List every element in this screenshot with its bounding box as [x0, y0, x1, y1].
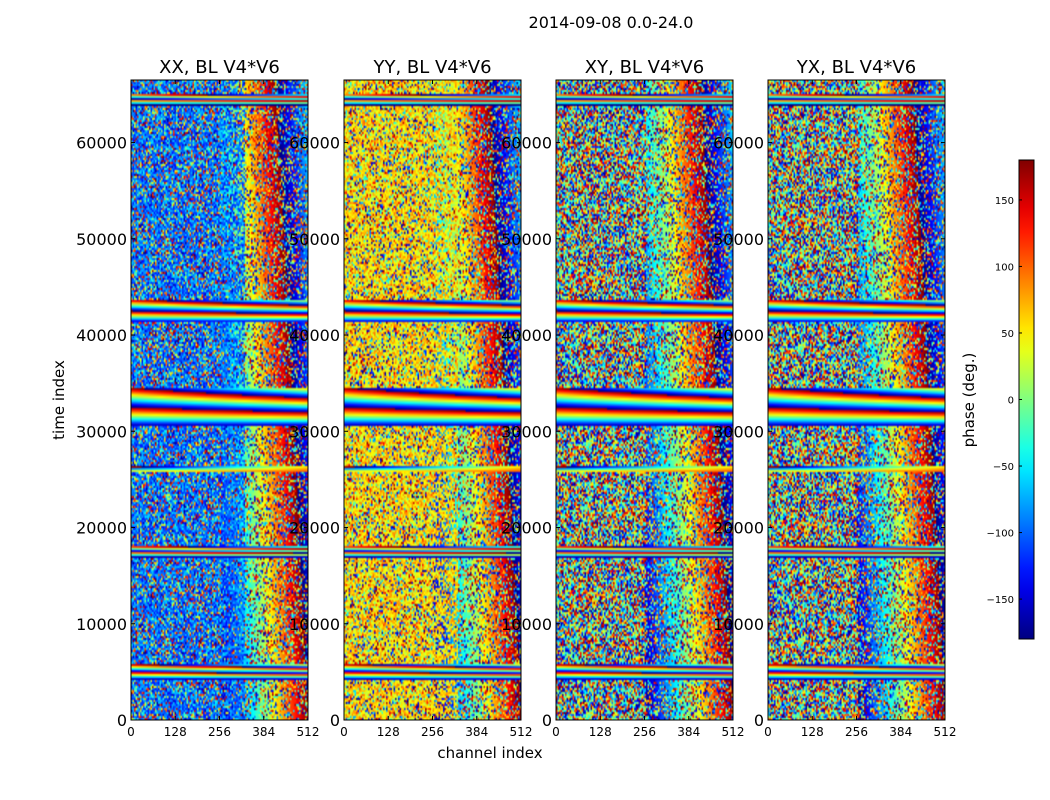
x-tick-label: 256 [845, 725, 868, 739]
colorbar-label: phase (deg.) [960, 353, 978, 448]
heatmap-image [556, 80, 733, 720]
y-tick-label: 60000 [289, 134, 340, 153]
x-tick-label: 384 [465, 725, 488, 739]
panel-3: YX, BL V4*V6 0 128 256 384 512 0 10000 20000 3000… [713, 57, 956, 739]
y-tick-label: 10000 [289, 615, 340, 634]
y-tick-label: 0 [330, 711, 340, 730]
y-tick-label: 20000 [713, 519, 764, 538]
x-tick-label: 384 [252, 725, 275, 739]
y-tick-label: 20000 [76, 519, 127, 538]
y-tick-label: 40000 [76, 326, 127, 345]
y-tick-label: 0 [754, 711, 764, 730]
y-tick-label: 30000 [76, 422, 127, 441]
colorbar-tick-label: −100 [987, 529, 1014, 540]
figure-title: 2014-09-08 0.0-24.0 [529, 13, 694, 32]
panel-title: XX, BL V4*V6 [159, 57, 280, 78]
x-tick-label: 384 [677, 725, 700, 739]
panel-2: XY, BL V4*V6 0 128 256 384 512 0 10000 20000 3000… [501, 57, 744, 739]
panels: XX, BL V4*V6 0 128 256 384 512 0 10000 20000 3000… [76, 57, 956, 739]
y-axis-label: time index [50, 360, 68, 440]
y-tick-label: 50000 [501, 230, 552, 249]
colorbar-tick-label: −50 [993, 462, 1014, 473]
colorbar-tick-label: 50 [1001, 329, 1014, 340]
x-tick-label: 128 [589, 725, 612, 739]
y-tick-label: 60000 [501, 134, 552, 153]
colorbar-tick-label: 0 [1008, 396, 1014, 407]
panel-title: YX, BL V4*V6 [796, 57, 916, 78]
y-tick-label: 50000 [76, 230, 127, 249]
heatmap-image [131, 80, 308, 720]
y-tick-label: 50000 [289, 230, 340, 249]
x-tick-label: 0 [340, 725, 348, 739]
colorbar-tick-label: 100 [995, 262, 1014, 273]
y-tick-label: 40000 [713, 326, 764, 345]
y-tick-label: 20000 [289, 519, 340, 538]
x-tick-label: 512 [934, 725, 957, 739]
x-tick-label: 128 [801, 725, 824, 739]
y-tick-label: 40000 [501, 326, 552, 345]
x-tick-label: 0 [552, 725, 560, 739]
y-tick-label: 50000 [713, 230, 764, 249]
y-tick-label: 10000 [76, 615, 127, 634]
x-tick-label: 256 [421, 725, 444, 739]
y-tick-label: 30000 [501, 422, 552, 441]
x-tick-label: 128 [164, 725, 187, 739]
y-tick-label: 0 [117, 711, 127, 730]
y-tick-label: 0 [542, 711, 552, 730]
x-axis-label: channel index [437, 744, 542, 762]
heatmap-image [768, 80, 945, 720]
panel-0: XX, BL V4*V6 0 128 256 384 512 0 10000 20000 3000… [76, 57, 319, 739]
y-tick-label: 60000 [76, 134, 127, 153]
x-tick-label: 128 [377, 725, 400, 739]
panel-title: XY, BL V4*V6 [585, 57, 704, 78]
y-tick-label: 10000 [501, 615, 552, 634]
x-tick-label: 384 [889, 725, 912, 739]
y-tick-label: 60000 [713, 134, 764, 153]
heatmap-image [344, 80, 521, 720]
x-tick-label: 512 [510, 725, 533, 739]
x-tick-label: 0 [127, 725, 135, 739]
x-tick-label: 256 [633, 725, 656, 739]
panel-title: YY, BL V4*V6 [372, 57, 491, 78]
y-tick-label: 30000 [713, 422, 764, 441]
panel-1: YY, BL V4*V6 0 128 256 384 512 0 10000 20000 3000… [289, 57, 532, 739]
y-tick-label: 30000 [289, 422, 340, 441]
colorbar: −150 −100 −50 0 50 100 150 phase (deg.) [960, 159, 1035, 640]
y-tick-label: 10000 [713, 615, 764, 634]
x-tick-label: 512 [722, 725, 745, 739]
x-tick-label: 512 [297, 725, 320, 739]
colorbar-tick-label: −150 [987, 595, 1014, 606]
x-tick-label: 0 [764, 725, 772, 739]
y-tick-label: 40000 [289, 326, 340, 345]
y-tick-label: 20000 [501, 519, 552, 538]
colorbar-tick-label: 150 [995, 196, 1014, 207]
x-tick-label: 256 [208, 725, 231, 739]
